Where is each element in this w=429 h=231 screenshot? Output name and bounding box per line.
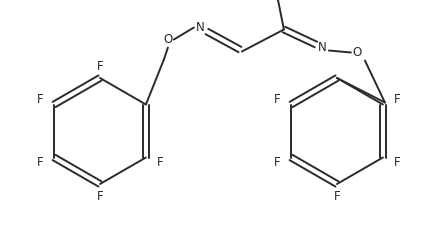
Text: O: O <box>163 33 172 46</box>
Text: F: F <box>334 191 340 204</box>
Text: F: F <box>97 60 103 73</box>
Text: F: F <box>393 93 400 106</box>
Text: N: N <box>317 41 326 54</box>
Text: F: F <box>274 156 281 169</box>
Text: O: O <box>352 46 362 59</box>
Text: F: F <box>393 156 400 169</box>
Text: F: F <box>37 93 43 106</box>
Text: F: F <box>274 93 281 106</box>
Text: F: F <box>157 156 163 169</box>
Text: F: F <box>37 156 43 169</box>
Text: F: F <box>97 191 103 204</box>
Text: N: N <box>196 21 204 34</box>
